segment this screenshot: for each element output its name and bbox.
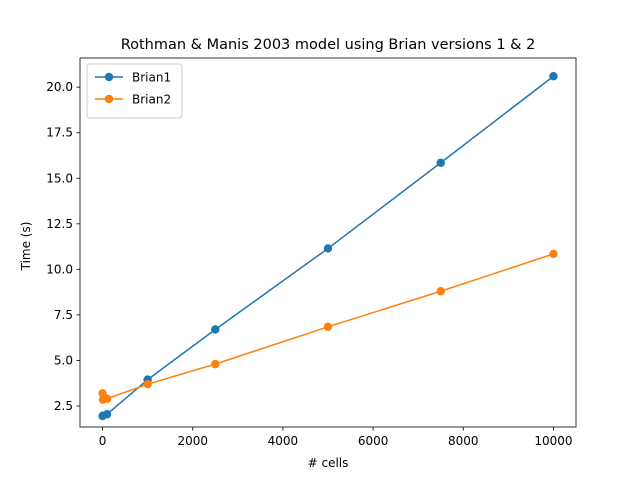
x-tick-label: 2000: [177, 434, 208, 448]
legend: Brian1 Brian2: [86, 63, 183, 119]
data-point-brian1: [102, 410, 112, 419]
y-tick-label: 10.0: [46, 262, 73, 276]
data-point-brian2: [143, 379, 152, 389]
y-tick-label: 15.0: [46, 171, 73, 185]
plot-area: [79, 57, 577, 428]
data-point-brian2: [102, 394, 112, 403]
y-axis-ticks: 2.5 5.0 7.5 10.0 12.5 15.0 17.5 20.0: [46, 80, 80, 413]
y-tick-label: 20.0: [46, 80, 73, 94]
x-tick-label: 6000: [358, 434, 389, 448]
y-tick-label: 12.5: [46, 217, 73, 231]
y-tick-label: 7.5: [54, 308, 73, 322]
series-layer: [98, 72, 558, 421]
data-point-brian2: [436, 287, 445, 296]
x-tick-label: 10000: [534, 434, 572, 448]
data-point-brian1: [436, 158, 445, 167]
legend-marker-brian2: [104, 94, 114, 104]
legend-marker-brian1: [104, 72, 114, 82]
legend-label-brian1: Brian1: [132, 71, 171, 85]
data-point-brian2: [549, 249, 558, 259]
y-tick-label: 17.5: [46, 126, 73, 140]
data-point-brian2: [211, 359, 220, 369]
chart-title: Rothman & Manis 2003 model using Brian v…: [121, 37, 536, 53]
x-tick-label: 8000: [448, 434, 479, 448]
axes-frame: [79, 57, 577, 428]
x-axis-ticks: 0 2000 4000 6000 8000 10000: [99, 427, 573, 448]
x-tick-label: 4000: [268, 434, 299, 448]
x-tick-label: 0: [99, 434, 107, 448]
y-tick-label: 5.0: [54, 353, 73, 367]
y-axis-label: Time (s): [19, 222, 33, 272]
data-point-brian1: [323, 244, 333, 253]
y-tick-label: 2.5: [54, 399, 73, 413]
data-point-brian2: [323, 322, 333, 331]
data-point-brian1: [211, 325, 220, 334]
x-axis-label: # cells: [308, 456, 349, 470]
legend-label-brian2: Brian2: [132, 93, 171, 107]
data-point-brian1: [549, 72, 558, 81]
